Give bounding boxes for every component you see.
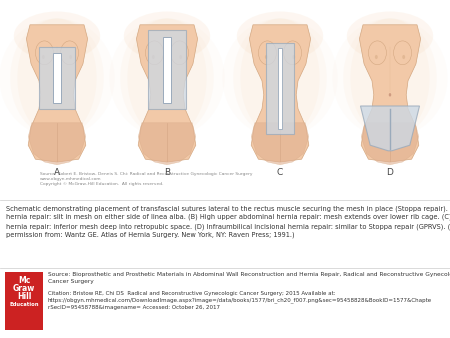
Ellipse shape bbox=[42, 55, 45, 59]
Polygon shape bbox=[249, 25, 310, 162]
Ellipse shape bbox=[351, 19, 430, 138]
Text: Graw: Graw bbox=[13, 284, 35, 293]
Ellipse shape bbox=[145, 41, 163, 65]
Text: Citation: Bristow RE, Chi DS  Radical and Reconstructive Gynecologic Cancer Surg: Citation: Bristow RE, Chi DS Radical and… bbox=[48, 291, 432, 310]
Ellipse shape bbox=[284, 41, 302, 65]
Ellipse shape bbox=[279, 93, 281, 97]
Polygon shape bbox=[163, 37, 171, 102]
Ellipse shape bbox=[389, 93, 391, 97]
Ellipse shape bbox=[265, 55, 268, 59]
Text: Schematic demonstrating placement of transfascial sutures lateral to the rectus : Schematic demonstrating placement of tra… bbox=[6, 205, 450, 239]
Ellipse shape bbox=[69, 55, 72, 59]
Text: A: A bbox=[54, 168, 60, 177]
Ellipse shape bbox=[124, 11, 210, 61]
Text: D: D bbox=[387, 168, 393, 177]
Polygon shape bbox=[278, 48, 282, 129]
Ellipse shape bbox=[369, 41, 387, 65]
Ellipse shape bbox=[347, 11, 433, 61]
Ellipse shape bbox=[109, 19, 225, 138]
Polygon shape bbox=[27, 25, 88, 162]
Text: Hill: Hill bbox=[17, 292, 31, 301]
Polygon shape bbox=[54, 53, 61, 103]
Ellipse shape bbox=[18, 19, 97, 138]
Ellipse shape bbox=[152, 55, 155, 59]
Ellipse shape bbox=[222, 19, 338, 138]
Ellipse shape bbox=[237, 11, 323, 61]
Polygon shape bbox=[138, 123, 196, 165]
Ellipse shape bbox=[36, 41, 54, 65]
Ellipse shape bbox=[333, 19, 448, 138]
Ellipse shape bbox=[394, 41, 412, 65]
Polygon shape bbox=[266, 43, 294, 134]
Polygon shape bbox=[28, 123, 86, 165]
Ellipse shape bbox=[233, 19, 327, 138]
Text: Education: Education bbox=[9, 302, 39, 307]
Ellipse shape bbox=[127, 19, 207, 138]
Polygon shape bbox=[251, 123, 309, 165]
Ellipse shape bbox=[56, 93, 58, 97]
Ellipse shape bbox=[402, 55, 405, 59]
Ellipse shape bbox=[14, 11, 100, 61]
Polygon shape bbox=[148, 30, 186, 109]
Ellipse shape bbox=[343, 19, 437, 138]
Text: Copyright © McGraw-Hill Education.  All rights reserved.: Copyright © McGraw-Hill Education. All r… bbox=[40, 182, 163, 186]
Ellipse shape bbox=[61, 41, 79, 65]
Ellipse shape bbox=[0, 19, 115, 138]
Text: Source: Bioprosthetic and Prosthetic Materials in Abdominal Wall Reconstruction : Source: Bioprosthetic and Prosthetic Mat… bbox=[48, 272, 450, 284]
Polygon shape bbox=[361, 123, 419, 165]
Text: C: C bbox=[277, 168, 283, 177]
Ellipse shape bbox=[292, 55, 295, 59]
Ellipse shape bbox=[375, 55, 378, 59]
Ellipse shape bbox=[258, 41, 276, 65]
Polygon shape bbox=[39, 47, 75, 109]
Polygon shape bbox=[136, 25, 198, 162]
Ellipse shape bbox=[10, 19, 104, 138]
Ellipse shape bbox=[179, 55, 182, 59]
Ellipse shape bbox=[120, 19, 214, 138]
Text: www.obgyn.mhmedical.com: www.obgyn.mhmedical.com bbox=[40, 177, 102, 181]
Polygon shape bbox=[360, 25, 421, 162]
Ellipse shape bbox=[240, 19, 320, 138]
Ellipse shape bbox=[171, 41, 189, 65]
FancyBboxPatch shape bbox=[5, 272, 43, 330]
Text: Mc: Mc bbox=[18, 276, 30, 285]
Text: Source: Robert E. Bristow, Dennis S. Chi: Radical and Reconstructive Gynecologic: Source: Robert E. Bristow, Dennis S. Chi… bbox=[40, 172, 252, 176]
Ellipse shape bbox=[166, 93, 168, 97]
Polygon shape bbox=[360, 106, 419, 151]
Text: B: B bbox=[164, 168, 170, 177]
